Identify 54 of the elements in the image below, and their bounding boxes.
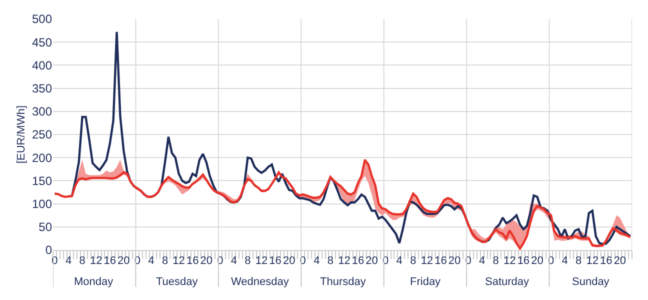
x-tick-label: 8 [244,255,251,268]
y-tick-label: 100 [32,197,52,211]
y-tick-label: 200 [32,150,52,165]
x-tick-label: 20 [531,255,544,268]
x-tick-label: 8 [492,255,499,268]
y-tick-label: 0 [45,243,52,258]
x-tick-label: 16 [186,255,199,268]
y-axis-title: [EUR/MWh] [16,105,28,164]
x-tick-label: 4 [314,255,320,268]
x-tick-label: 4 [479,255,486,268]
x-tick-label: 4 [230,255,238,268]
y-tick-label: 350 [32,82,52,96]
y-tick-label: 150 [32,174,52,188]
text: Tuesday [156,276,198,288]
x-tick-label: 12 [172,255,185,268]
x-tick-label: 16 [269,255,282,268]
x-tick-label: 20 [366,255,378,268]
text: Wednesday [231,276,290,288]
x-tick-label: 16 [434,255,447,268]
x-tick-label: 8 [162,255,168,268]
x-tick-label: 20 [614,255,626,268]
x-tick-label: 8 [327,255,334,268]
x-tick-label: 12 [504,255,516,268]
x-tick-label: 12 [420,255,434,268]
x-tick-label: 4 [148,255,154,268]
x-tick-label: 8 [79,255,86,268]
y-tick-label: 450 [32,35,52,50]
x-tick-label: 12 [255,255,268,268]
text: Thursday [320,276,366,288]
y-tick-label: 500 [32,12,52,26]
y-tick-label: 250 [32,128,52,142]
x-tick-label: 16 [104,255,116,268]
x-tick-label: 16 [600,255,612,268]
y-tick-label: 400 [32,58,52,72]
x-tick-label: 4 [396,255,402,268]
text: Friday [410,276,442,288]
x-tick-label: 20 [200,255,212,268]
x-tick-label: 16 [352,255,364,268]
y-tick-label: 300 [32,104,52,119]
text: Monday [74,276,114,288]
x-tick-label: 4 [562,255,568,268]
x-tick-label: 20 [118,255,130,268]
x-tick-label: 8 [410,255,416,268]
x-tick-label: 12 [90,255,102,268]
x-tick-label: 20 [448,255,461,268]
x-tick-label: 4 [65,255,72,268]
x-tick-label: 8 [576,255,582,268]
x-tick-label: 12 [338,255,350,268]
y-tick-label: 50 [38,220,52,234]
x-tick-label: 12 [586,255,598,268]
text: Sunday [572,276,610,288]
x-tick-label: 16 [517,255,530,268]
text: Saturday [485,276,530,288]
x-tick-label: 20 [282,255,296,268]
